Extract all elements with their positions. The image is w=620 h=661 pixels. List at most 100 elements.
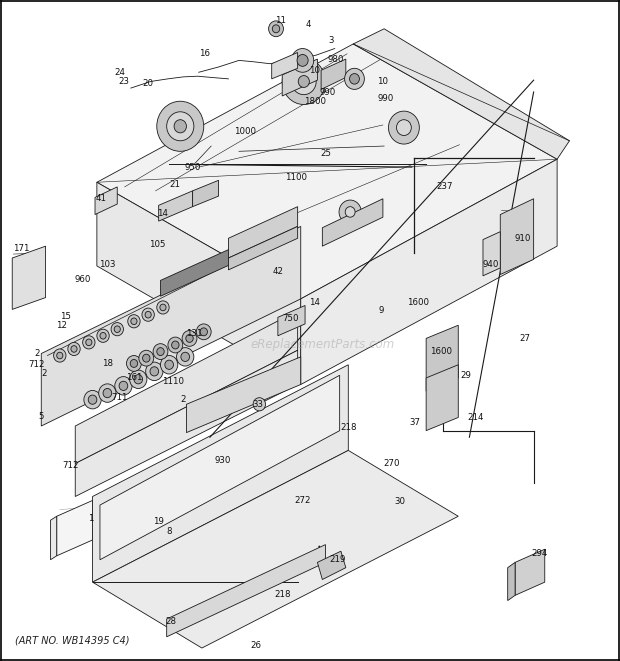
Text: 16: 16 xyxy=(200,50,210,58)
Polygon shape xyxy=(95,187,117,215)
Text: 1800: 1800 xyxy=(304,97,326,106)
Text: (ART NO. WB14395 C4): (ART NO. WB14395 C4) xyxy=(15,635,129,645)
Text: 990: 990 xyxy=(319,87,335,97)
Circle shape xyxy=(111,323,123,336)
Text: 24: 24 xyxy=(114,68,125,77)
Circle shape xyxy=(130,370,147,389)
Circle shape xyxy=(291,68,316,95)
Polygon shape xyxy=(301,159,557,385)
Circle shape xyxy=(100,332,106,339)
Text: 750: 750 xyxy=(282,314,298,323)
Circle shape xyxy=(268,21,283,36)
Circle shape xyxy=(146,362,163,381)
Text: 2: 2 xyxy=(42,369,47,378)
Circle shape xyxy=(174,120,187,133)
Circle shape xyxy=(97,329,109,342)
Circle shape xyxy=(143,354,150,362)
Text: 2: 2 xyxy=(180,395,186,404)
Circle shape xyxy=(345,68,365,89)
Circle shape xyxy=(272,25,280,33)
Text: 26: 26 xyxy=(250,641,261,650)
Circle shape xyxy=(291,48,314,72)
Polygon shape xyxy=(278,305,305,336)
Circle shape xyxy=(396,120,411,136)
Text: 23: 23 xyxy=(118,77,129,86)
Circle shape xyxy=(150,367,159,376)
Text: 28: 28 xyxy=(166,617,177,626)
Polygon shape xyxy=(161,245,239,296)
Circle shape xyxy=(126,356,141,371)
Polygon shape xyxy=(167,545,326,637)
Circle shape xyxy=(181,352,190,362)
Text: 214: 214 xyxy=(467,413,484,422)
Polygon shape xyxy=(12,246,46,309)
Text: 711: 711 xyxy=(112,393,128,402)
Circle shape xyxy=(114,326,120,332)
Circle shape xyxy=(53,349,66,362)
Circle shape xyxy=(182,330,197,346)
Text: 12: 12 xyxy=(56,321,67,330)
Text: 15: 15 xyxy=(61,311,71,321)
Circle shape xyxy=(139,350,154,366)
Circle shape xyxy=(84,391,101,409)
Circle shape xyxy=(297,54,308,66)
Text: 103: 103 xyxy=(99,260,115,269)
Text: 1600: 1600 xyxy=(430,347,452,356)
Circle shape xyxy=(161,356,178,374)
Polygon shape xyxy=(317,551,346,580)
Circle shape xyxy=(160,304,166,311)
Circle shape xyxy=(131,318,137,325)
Text: 10: 10 xyxy=(378,77,388,86)
Text: 11: 11 xyxy=(275,17,286,25)
Circle shape xyxy=(145,311,151,318)
Polygon shape xyxy=(426,365,458,430)
Circle shape xyxy=(134,375,143,384)
Circle shape xyxy=(130,360,138,368)
Text: 1110: 1110 xyxy=(162,377,184,387)
Text: 980: 980 xyxy=(328,55,344,63)
Circle shape xyxy=(177,348,194,366)
Text: 237: 237 xyxy=(436,182,453,192)
Circle shape xyxy=(99,384,116,403)
Circle shape xyxy=(165,360,174,369)
Polygon shape xyxy=(42,227,301,426)
Polygon shape xyxy=(97,44,557,299)
Text: 294: 294 xyxy=(531,549,548,558)
Circle shape xyxy=(389,111,419,144)
Text: 14: 14 xyxy=(309,297,321,307)
Text: 27: 27 xyxy=(520,334,531,343)
Text: 18: 18 xyxy=(102,359,113,368)
Text: 30: 30 xyxy=(394,497,405,506)
Text: 990: 990 xyxy=(377,94,394,103)
Polygon shape xyxy=(92,450,458,648)
Polygon shape xyxy=(508,563,515,601)
Text: 3: 3 xyxy=(329,36,334,45)
Polygon shape xyxy=(483,232,500,276)
Text: 712: 712 xyxy=(29,360,45,369)
Text: 2: 2 xyxy=(34,349,40,358)
Text: 950: 950 xyxy=(184,163,201,172)
Text: 1600: 1600 xyxy=(407,298,429,307)
Text: 25: 25 xyxy=(320,149,331,159)
Circle shape xyxy=(168,337,183,353)
Text: 37: 37 xyxy=(410,418,420,427)
Text: 105: 105 xyxy=(149,241,165,249)
Text: 960: 960 xyxy=(74,274,91,284)
Circle shape xyxy=(186,334,193,342)
Polygon shape xyxy=(322,199,383,246)
Polygon shape xyxy=(97,182,301,383)
Text: 940: 940 xyxy=(482,260,498,269)
Text: 1000: 1000 xyxy=(234,127,256,136)
Polygon shape xyxy=(282,59,317,96)
Circle shape xyxy=(68,342,80,356)
Text: 20: 20 xyxy=(143,79,154,88)
Circle shape xyxy=(128,315,140,328)
Text: 270: 270 xyxy=(383,459,400,468)
Text: 218: 218 xyxy=(340,424,356,432)
Circle shape xyxy=(153,344,168,360)
Circle shape xyxy=(197,324,211,340)
Circle shape xyxy=(282,58,326,104)
Polygon shape xyxy=(100,375,340,560)
Text: 910: 910 xyxy=(515,234,531,243)
Text: 29: 29 xyxy=(460,371,471,380)
